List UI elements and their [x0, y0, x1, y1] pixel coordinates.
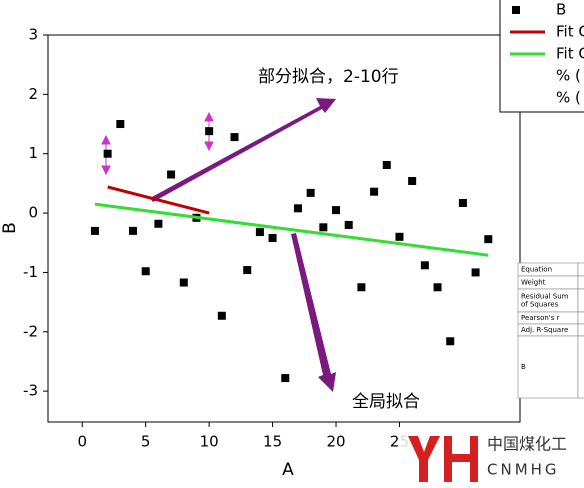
point	[332, 206, 341, 215]
point	[179, 278, 188, 287]
table-cell	[577, 288, 584, 313]
point	[319, 223, 328, 232]
legend-label: Fit C	[556, 45, 584, 63]
point	[446, 337, 455, 346]
legend-label: B	[556, 1, 566, 19]
watermark-en: CNMHG	[487, 461, 560, 479]
x-tick-label: 10	[200, 433, 219, 451]
legend	[499, 0, 584, 113]
point	[370, 187, 379, 196]
arrow	[291, 233, 336, 392]
range-marker	[101, 111, 214, 176]
y-tick-label: -3	[23, 382, 38, 400]
y-tick-label: 2	[28, 85, 38, 103]
point	[458, 198, 467, 207]
table-cell	[577, 323, 584, 337]
point	[408, 177, 417, 186]
table-row-label: Adj. R-Square	[521, 326, 568, 334]
x-tick-label: 15	[263, 433, 282, 451]
y-tick-label: 1	[28, 144, 38, 162]
table-row-label: Pearson's r	[521, 314, 560, 322]
table-row-label: B	[521, 363, 526, 371]
table-row-label: Equation	[521, 266, 552, 274]
x-tick-label: 5	[141, 433, 151, 451]
point	[90, 226, 99, 235]
point	[217, 311, 226, 320]
point	[103, 149, 112, 158]
point	[382, 160, 391, 169]
point	[344, 220, 353, 229]
point	[395, 232, 404, 241]
point	[306, 188, 315, 197]
y-tick-label: -1	[23, 263, 38, 281]
table-cell	[577, 262, 584, 277]
point	[420, 261, 429, 270]
table-row-label: Weight	[521, 279, 546, 287]
arrow	[150, 98, 336, 202]
annotation: 部分拟合，2-10行	[258, 67, 399, 87]
point	[205, 127, 214, 136]
fit-line	[107, 185, 210, 215]
y-axis-label: B	[0, 222, 20, 234]
x-tick-label: 20	[326, 433, 345, 451]
watermark: 中国煤化工 CNMHG	[400, 430, 584, 488]
point	[471, 268, 480, 277]
x-tick-label: 0	[77, 433, 87, 451]
y-tick-label: -2	[23, 322, 38, 340]
fit-line	[94, 202, 489, 257]
y-tick-label: 0	[28, 204, 38, 222]
annotation: 全局拟合	[352, 392, 420, 412]
point	[268, 233, 277, 242]
point	[243, 266, 252, 275]
point	[281, 374, 290, 383]
point	[129, 226, 138, 235]
table-cell	[577, 275, 584, 290]
point	[167, 170, 176, 179]
table-cell	[577, 335, 584, 399]
legend-marker	[512, 6, 520, 14]
point	[116, 120, 125, 129]
point	[141, 267, 150, 276]
table-cell	[577, 311, 584, 325]
point	[433, 283, 442, 292]
table-row-label: Residual Sum of Squares	[521, 293, 569, 309]
point	[293, 204, 302, 213]
watermark-cn: 中国煤化工	[487, 435, 567, 454]
point	[154, 219, 163, 228]
x-axis-label: A	[282, 460, 294, 480]
y-tick-label: 3	[28, 26, 38, 44]
legend-label: % (	[556, 89, 581, 107]
point	[230, 133, 239, 142]
point	[484, 235, 493, 244]
plot-frame	[47, 34, 521, 423]
point	[255, 228, 264, 237]
legend-label: Fit C	[556, 23, 584, 41]
point	[357, 283, 366, 292]
table-cell	[517, 335, 579, 399]
legend-label: % (	[556, 67, 581, 85]
